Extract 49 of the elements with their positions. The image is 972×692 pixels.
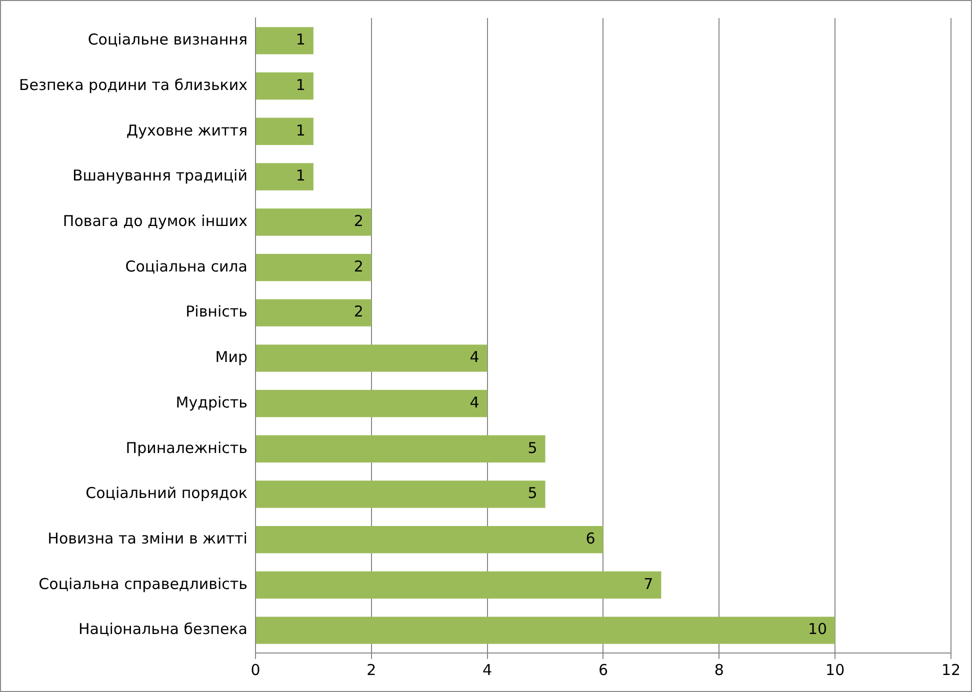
y-tick-label: Національна безпека: [78, 620, 248, 638]
data-label: 4: [470, 393, 480, 412]
y-tick-label: Духовне життя: [126, 121, 248, 140]
bar: [256, 118, 314, 145]
x-tick-label: 12: [941, 660, 961, 679]
bar: [256, 208, 372, 236]
x-tick-label: 8: [714, 660, 724, 679]
data-label: 1: [296, 30, 306, 49]
data-label: 1: [296, 121, 306, 140]
x-tick-label: 10: [826, 660, 845, 679]
bar: [256, 390, 488, 418]
data-label: 7: [644, 574, 654, 593]
y-tick-label: Соціальна сила: [125, 257, 248, 276]
y-tick-label: Повага до думок інших: [62, 212, 248, 230]
y-tick-label: Мир: [215, 348, 248, 366]
x-tick-label: 4: [482, 660, 492, 679]
data-label: 5: [528, 438, 538, 457]
y-tick-label: Мудрість: [176, 393, 248, 412]
y-tick-label: Вшанування традицій: [72, 166, 248, 185]
x-tick-label: 6: [598, 660, 608, 679]
bar: [256, 254, 372, 282]
y-tick-label: Рівність: [186, 302, 248, 321]
bar: [256, 571, 662, 599]
bar: [256, 480, 546, 508]
y-tick-label: Безпека родини та близьких: [18, 76, 248, 94]
x-tick-label: 2: [366, 660, 376, 679]
data-label: 4: [470, 348, 480, 366]
bar: [256, 27, 314, 54]
y-tick-label: Соціальна справедливість: [38, 574, 248, 593]
y-tick-label: Соціальне визнання: [88, 30, 248, 49]
x-tick-label: 0: [250, 660, 260, 679]
data-label: 2: [354, 212, 364, 230]
bar: [256, 435, 546, 462]
y-tick-label: Соціальний порядок: [86, 484, 248, 502]
data-label: 6: [586, 530, 596, 548]
data-label: 1: [296, 166, 306, 185]
bar: [256, 299, 372, 326]
data-label: 2: [354, 302, 364, 321]
bar: [256, 163, 314, 190]
bar: [256, 72, 314, 100]
data-label: 2: [354, 257, 364, 276]
y-tick-label: Приналежність: [126, 438, 248, 457]
data-label: 10: [808, 620, 828, 638]
bar: [256, 526, 604, 554]
data-label: 1: [296, 76, 306, 94]
data-label: 5: [528, 484, 538, 502]
bar: [256, 616, 836, 644]
bar: [256, 344, 488, 372]
y-tick-label: Новизна та зміни в житті: [48, 530, 248, 548]
